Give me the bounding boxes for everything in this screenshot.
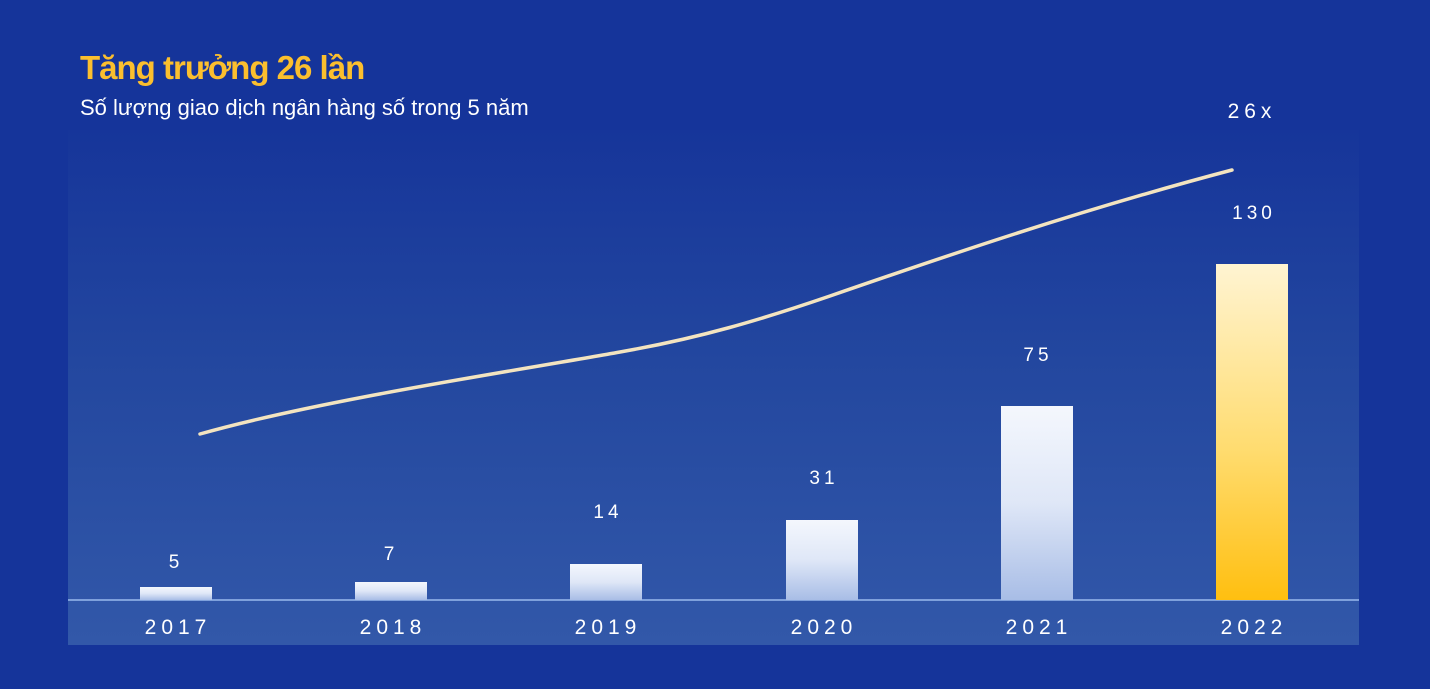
bar-2022 (1216, 264, 1288, 600)
value-label-2022: 130 (1232, 203, 1276, 224)
year-label-2018: 2018 (359, 616, 427, 639)
bar-2019 (570, 564, 642, 600)
value-label-2017: 5 (168, 552, 184, 573)
value-label-2020: 31 (809, 468, 839, 489)
chart-subtitle: Số lượng giao dịch ngân hàng số trong 5 … (80, 95, 529, 120)
year-label-2022: 2022 (1220, 616, 1288, 639)
bar-2018 (355, 582, 427, 600)
year-label-2019: 2019 (574, 616, 642, 639)
bar-2017 (140, 587, 212, 600)
value-label-2018: 7 (383, 544, 399, 565)
value-label-2021: 75 (1023, 345, 1053, 366)
value-label-2019: 14 (593, 502, 623, 523)
year-label-2017: 2017 (144, 616, 212, 639)
year-label-2020: 2020 (790, 616, 858, 639)
bar-2020 (786, 520, 858, 600)
chart-title: Tăng trưởng 26 lần (80, 49, 365, 86)
year-label-2021: 2021 (1005, 616, 1073, 639)
chart-panel: 5 7 14 31 75 130 2017 2018 2019 2020 202… (68, 130, 1359, 645)
bar-2021 (1001, 406, 1073, 600)
x-axis-baseline (68, 599, 1359, 601)
growth-multiplier-label: 26x (1227, 100, 1277, 123)
